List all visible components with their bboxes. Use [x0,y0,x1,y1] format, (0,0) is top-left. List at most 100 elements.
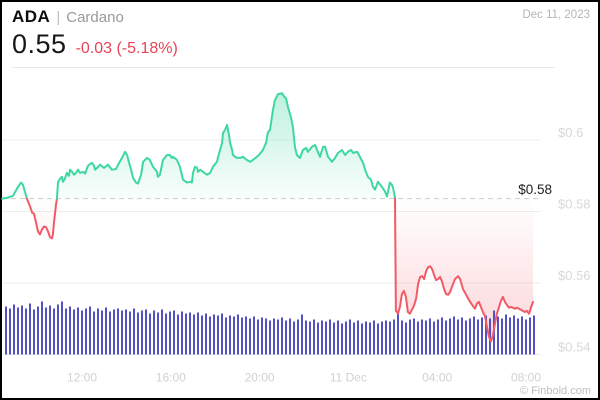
volume-bar [137,312,139,355]
price-line-down [394,197,535,343]
volume-bar [61,301,63,355]
volume-bar [305,320,307,355]
volume-bar [397,312,399,355]
volume-bar [481,317,483,355]
volume-bar [289,318,291,355]
volume-bar [29,303,31,355]
volume-bar [309,321,311,355]
volume-bar [21,305,23,355]
volume-bar [217,315,219,355]
volume-bar [425,320,427,355]
volume-bar [85,308,87,355]
price-line-down [25,197,58,240]
chart-header: ADA | Cardano 0.55 -0.03 (-5.18%) [12,7,178,60]
volume-bar [489,318,491,355]
x-tick-label: 20:00 [245,371,275,385]
volume-bar [173,310,175,355]
area-fill-up [56,93,396,199]
volume-bar [485,315,487,355]
area-fill-down [395,198,534,342]
volume-bar [145,309,147,355]
volume-bar [369,322,371,355]
volume-bar [533,315,535,355]
volume-bar [117,308,119,355]
volume-bar [349,319,351,355]
x-tick-label: 08:00 [511,371,541,385]
volume-bar [221,313,223,355]
volume-bar [225,317,227,355]
volume-bar [441,317,443,355]
source-credit: © Finbold.com [519,385,591,397]
volume-bar [45,307,47,355]
volume-bar [113,309,115,355]
x-axis-labels: 12:00 16:00 20:00 11 Dec 04:00 08:00 [67,371,541,385]
volume-bar [149,313,151,355]
y-tick-label: $0.56 [558,268,591,283]
chart-date: Dec 11, 2023 [522,9,590,21]
volume-bar [41,301,43,355]
area-fill-up [2,182,27,199]
volume-bar [105,307,107,355]
volume-bar [529,317,531,355]
volume-bar [97,308,99,355]
volume-bar [257,319,259,355]
volume-bar [513,315,515,355]
volume-bar [477,319,479,355]
volume-bar [453,316,455,355]
volume-bar [193,314,195,355]
volume-bar [469,318,471,355]
volume-bar [129,311,131,355]
volume-bar [245,316,247,355]
volume-bar [361,323,363,355]
volume-bar [181,311,183,355]
price-change: -0.03 (-5.18%) [75,39,178,57]
price-line-up [55,92,396,200]
volume-bar [465,320,467,355]
volume-bar [357,320,359,355]
volume-bar [237,314,239,355]
volume-bar [33,309,35,355]
area-fill-down [26,198,57,239]
volume-bar [9,308,11,355]
volume-bar [429,318,431,355]
x-tick-label: 11 Dec [330,371,367,385]
volume-bar [277,319,279,355]
volume-bar [381,321,383,355]
volume-bar [197,312,199,355]
volume-bar [201,315,203,355]
volume-bar [17,307,19,355]
volume-bar [473,316,475,355]
volume-bar [213,314,215,355]
volume-bar [517,318,519,355]
y-tick-label: $0.54 [558,340,591,355]
current-price: 0.55 [12,28,67,59]
x-tick-label: 16:00 [156,371,186,385]
volume-bar [261,317,263,355]
volume-bar [125,309,127,355]
volume-bar [333,322,335,355]
volume-bar [405,322,407,355]
volume-bar [353,322,355,355]
volume-bar [25,308,27,355]
y-tick-label: $0.6 [558,125,583,140]
volume-bar [377,323,379,355]
volume-bar [69,306,71,355]
volume-bar [93,311,95,355]
volume-bar [141,310,143,355]
volume-bar [505,314,507,355]
x-tick-label: 12:00 [67,371,97,385]
volume-bar [501,318,503,355]
volume-bar [417,321,419,355]
volume-bar [301,314,303,355]
volume-bar [73,309,75,355]
volume-bar [521,316,523,355]
volume-bar [249,318,251,355]
volume-bars [5,301,535,355]
volume-bar [329,319,331,355]
volume-bar [229,315,231,355]
volume-bar [273,318,275,355]
y-axis-labels: $0.6 $0.58 $0.56 $0.54 [558,125,591,355]
price-area-fills [2,93,534,342]
